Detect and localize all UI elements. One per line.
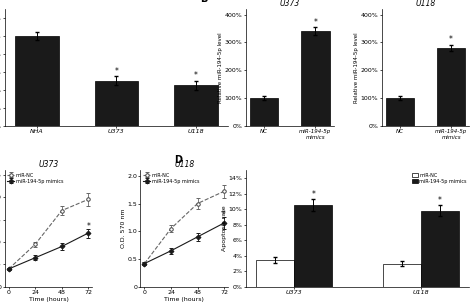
- Legend: miR-NC, miR-194-5p mimics: miR-NC, miR-194-5p mimics: [7, 172, 64, 184]
- Text: *: *: [313, 18, 318, 27]
- Bar: [250, 98, 278, 126]
- Bar: [15, 36, 59, 126]
- Text: *: *: [114, 67, 118, 76]
- Legend: miR-NC, miR-194-5p mimics: miR-NC, miR-194-5p mimics: [412, 172, 467, 184]
- Bar: [94, 81, 138, 126]
- Y-axis label: Relative miR-194-5p level: Relative miR-194-5p level: [219, 32, 223, 103]
- Legend: miR-NC, miR-194-5p mimics: miR-NC, miR-194-5p mimics: [143, 172, 199, 184]
- Y-axis label: Apoptosis rate: Apoptosis rate: [222, 206, 227, 251]
- Bar: [301, 31, 329, 126]
- Bar: [386, 98, 414, 126]
- Bar: [437, 48, 465, 126]
- Title: U118: U118: [174, 160, 194, 169]
- Bar: [383, 264, 421, 287]
- X-axis label: Time (hours): Time (hours): [164, 297, 204, 302]
- Y-axis label: O.D. 570 nm: O.D. 570 nm: [121, 209, 126, 248]
- Title: U373: U373: [38, 160, 59, 169]
- Title: U373: U373: [280, 0, 300, 8]
- Bar: [421, 210, 459, 287]
- Y-axis label: Relative miR-194-5p level: Relative miR-194-5p level: [354, 32, 359, 103]
- Text: *: *: [222, 210, 226, 220]
- Text: *: *: [438, 196, 442, 205]
- Text: D: D: [174, 155, 182, 165]
- Text: B: B: [201, 0, 208, 4]
- Text: *: *: [194, 71, 198, 80]
- Bar: [294, 205, 332, 287]
- Text: *: *: [311, 190, 315, 199]
- X-axis label: Time (hours): Time (hours): [28, 297, 68, 302]
- Text: *: *: [86, 222, 90, 230]
- Bar: [256, 260, 294, 287]
- Text: *: *: [449, 35, 453, 44]
- Title: U118: U118: [415, 0, 436, 8]
- Bar: [174, 85, 218, 126]
